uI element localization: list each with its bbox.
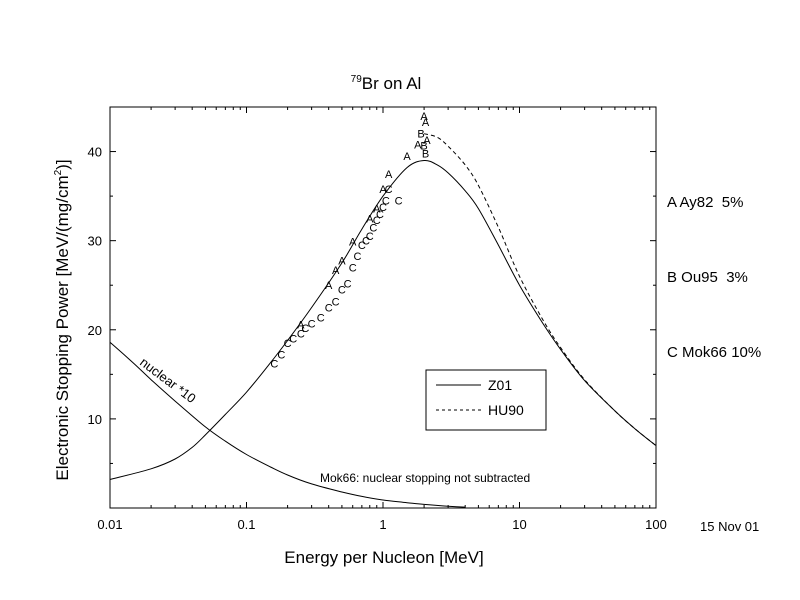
y-axis-label-text: Electronic Stopping Power [MeV/(mg/cm [53, 175, 72, 480]
data-source-a: A Ay82 5% [667, 194, 744, 211]
marker-c: C [366, 231, 374, 243]
y-axis-label: Electronic Stopping Power [MeV/(mg/cm2)] [53, 159, 72, 480]
marker-c: C [277, 350, 285, 362]
y-tick-label: 10 [88, 412, 102, 427]
marker-c: C [270, 359, 278, 371]
y-axis-label-superscript: 2 [53, 169, 64, 175]
marker-c: C [289, 334, 297, 346]
marker-c: C [358, 240, 366, 252]
x-tick-label: 0.1 [237, 517, 255, 532]
marker-c: C [332, 296, 340, 308]
marker-c: C [379, 202, 387, 214]
data-source-c: C Mok66 10% [667, 344, 762, 361]
legend-box [425, 369, 547, 431]
marker-c: C [395, 196, 403, 208]
marker-a: A [349, 237, 357, 249]
marker-a: A [297, 319, 305, 331]
marker-c: C [373, 215, 381, 227]
y-tick-label: 30 [88, 234, 102, 249]
x-tick-label: 1 [379, 517, 386, 532]
marker-a: A [414, 139, 422, 151]
marker-c: C [338, 285, 346, 297]
title-text: Br on Al [362, 74, 422, 93]
y-tick-label: 20 [88, 323, 102, 338]
x-tick-label: 100 [645, 517, 667, 532]
marker-a: A [423, 135, 431, 147]
series-layer [109, 133, 657, 508]
legend-label-z01: Z01 [488, 377, 512, 393]
marker-c: C [344, 278, 352, 290]
marker-c: C [362, 236, 370, 248]
marker-c: C [301, 323, 309, 335]
marker-a: A [332, 265, 340, 277]
note-annotation: Mok66: nuclear stopping not subtracted [320, 471, 530, 485]
title-superscript: 79 [351, 74, 363, 85]
date-stamp: 15 Nov 01 [700, 519, 760, 534]
marker-b: B [422, 148, 429, 160]
marker-a: A [366, 213, 374, 225]
series-line-hu90 [423, 133, 657, 446]
marker-c: C [376, 209, 384, 221]
series-line-nuclear-10 [109, 341, 466, 508]
marker-c: C [297, 328, 305, 340]
x-tick-label: 10 [512, 517, 526, 532]
x-axis-ticks: 0.01 0.1 1 10 100 [97, 107, 667, 532]
marker-b: B [417, 129, 424, 141]
y-axis-ticks: 10 20 30 40 [88, 145, 656, 464]
x-axis-label: Energy per Nucleon [MeV] [284, 548, 483, 567]
marker-a: A [373, 204, 381, 216]
marker-c: C [382, 196, 390, 208]
y-axis-label-suffix: )] [53, 159, 72, 169]
y-tick-label: 40 [88, 145, 102, 160]
marker-a: A [325, 280, 333, 292]
marker-c: C [369, 222, 377, 234]
nuclear-label: nuclear *10 [137, 354, 199, 406]
marker-a: A [338, 255, 346, 267]
marker-c: C [349, 262, 357, 274]
marker-c: C [385, 184, 393, 196]
series-line-z01 [109, 159, 657, 480]
x-tick-label: 0.01 [97, 517, 122, 532]
marker-a: A [385, 169, 393, 181]
legend: Z01 HU90 [425, 369, 547, 431]
data-source-b: B Ou95 3% [667, 269, 748, 286]
marker-a: A [420, 111, 428, 123]
data-source-legend: A Ay82 5% B Ou95 3% C Mok66 10% [667, 140, 761, 390]
marker-a: A [422, 117, 430, 129]
marker-c: C [284, 338, 292, 350]
marker-c: C [317, 312, 325, 324]
marker-a: A [403, 151, 411, 163]
marker-c: C [308, 319, 316, 331]
marker-b: B [420, 140, 427, 152]
marker-a: A [379, 184, 387, 196]
marker-c: C [353, 251, 361, 263]
marker-c: C [325, 303, 333, 315]
legend-label-hu90: HU90 [488, 402, 524, 418]
chart-title: 79Br on Al [351, 74, 422, 93]
